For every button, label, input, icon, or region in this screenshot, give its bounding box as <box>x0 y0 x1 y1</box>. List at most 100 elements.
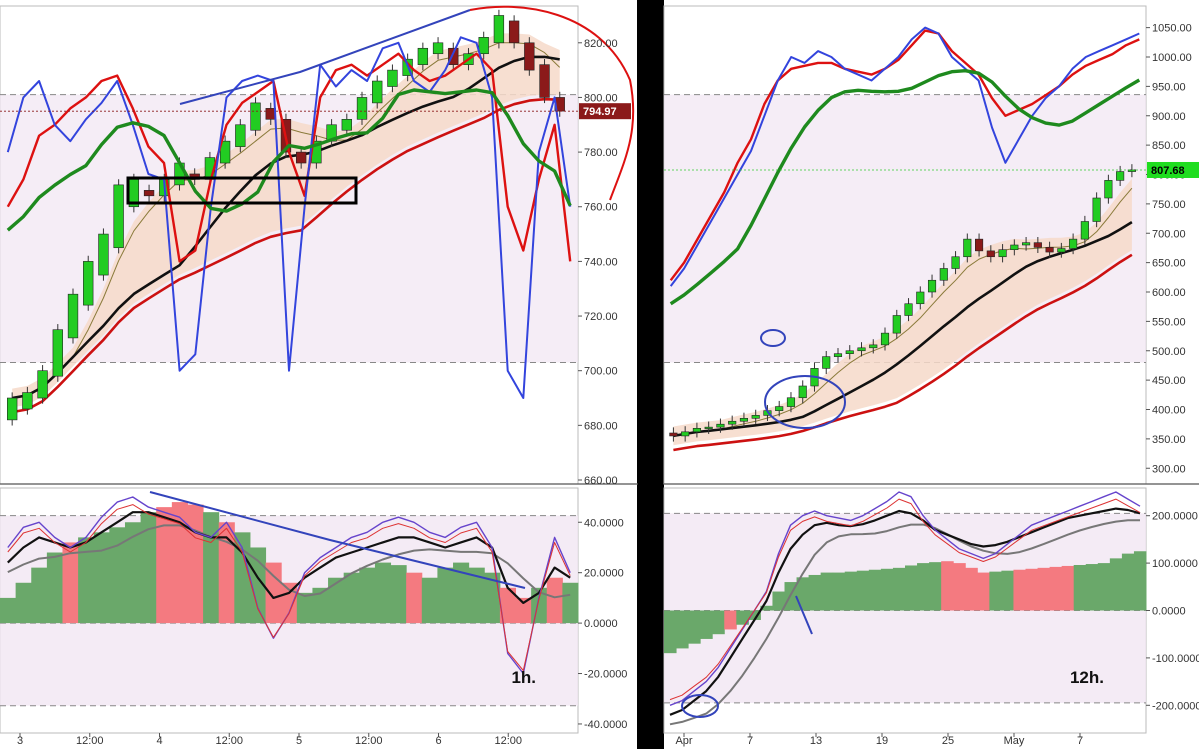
h12-histogram-bar <box>953 563 966 611</box>
h1-trendline-annotation <box>179 9 471 105</box>
h12-histogram-bar <box>736 610 749 625</box>
h12-candle <box>963 238 972 258</box>
h12-histogram-bar <box>1097 563 1111 611</box>
h12-candle <box>786 397 796 407</box>
h12-osc-y-tick-label: 0.0000 <box>1152 606 1186 618</box>
h12-histogram-bar <box>977 572 990 611</box>
h1-candle <box>7 397 18 421</box>
h1-histogram-bar <box>78 537 95 624</box>
h12-histogram-bar <box>1025 568 1039 611</box>
h1-histogram-bar <box>93 532 110 624</box>
h12-candle <box>751 415 760 419</box>
h1-candle <box>478 37 489 55</box>
h1-arrow-annotation <box>469 5 635 201</box>
h12-histogram-bar <box>880 568 894 611</box>
h1-candle <box>493 15 505 44</box>
h1-histogram-bar <box>62 542 79 624</box>
h12-price-y-tick-label: 850.00 <box>1152 140 1186 152</box>
h12-candle <box>716 423 725 428</box>
h12-histogram-bar <box>760 605 773 611</box>
h1-x-tick-label: 12:00 <box>215 735 243 747</box>
h12-zone-shading <box>664 94 1146 363</box>
h1-histogram-bar <box>328 577 345 624</box>
h1-histogram-bar <box>109 527 126 624</box>
h12-candle <box>1116 171 1125 181</box>
h12-candle <box>975 238 984 252</box>
h1-price-y-tick-label: 820.00 <box>584 38 618 50</box>
h12-histogram-bar <box>700 610 713 639</box>
h12-osc-y-tick-label: 200.0000 <box>1152 511 1198 523</box>
h12-histogram-bar <box>664 610 677 654</box>
h1-candle <box>524 42 535 71</box>
panel-divider <box>637 0 664 749</box>
h12-candle <box>775 406 784 411</box>
h1-histogram-bar <box>15 582 32 624</box>
h12-osc-tick-annotation <box>795 595 813 635</box>
h1-candle <box>372 80 383 104</box>
h1-support-box-annotation <box>126 176 358 205</box>
h12-ma-fast-line <box>673 187 1133 437</box>
h1-price-y-tick-label: 740.00 <box>584 256 618 268</box>
h12-price-y-tick-label: 750.00 <box>1152 199 1186 211</box>
h12-histogram-bar <box>1133 551 1147 611</box>
h12-last-price-tag <box>1147 161 1199 178</box>
h1-histogram-bar <box>515 597 532 624</box>
h1-histogram-bar <box>0 597 17 624</box>
h12-ma-mid-line <box>673 220 1133 438</box>
h1-price-y-tick-label: 680.00 <box>584 420 618 432</box>
h1-histogram-bar <box>296 592 313 624</box>
h12-x-tick-label: 7 <box>1077 735 1083 747</box>
h12-candle <box>739 418 749 422</box>
h12-x-tick-label: May <box>1004 735 1025 747</box>
h1-osc-fast-red-line <box>7 504 571 671</box>
h12-candle <box>728 420 737 425</box>
h12-candle <box>892 315 901 334</box>
h12-histogram-bar <box>892 567 906 611</box>
h1-price-y-tick-label: 700.00 <box>584 366 618 378</box>
h1-candle <box>52 329 63 377</box>
h1-osc-y-tick-label: 40.0000 <box>584 517 624 529</box>
h1-osc-signal-grey-line <box>7 524 571 599</box>
h12-candle <box>1080 221 1089 240</box>
h1-ma-band <box>12 33 560 408</box>
h1-osc-y-tick-label: -20.0000 <box>584 669 627 681</box>
h12-x-tick-label: 25 <box>942 735 954 747</box>
h1-price-y-tick-label: 660.00 <box>584 475 618 487</box>
h12-candle <box>927 279 937 293</box>
h1-candle <box>432 42 444 55</box>
h12-histogram-bar <box>772 591 785 611</box>
h12-histogram-bar <box>1073 564 1087 611</box>
h1-candle <box>235 124 246 147</box>
h1-candle <box>296 151 307 164</box>
h1-x-tick-label: 6 <box>435 735 441 747</box>
h12-osc-y-tick-label: -200.0000 <box>1152 700 1199 712</box>
h1-candle <box>67 293 79 339</box>
h1-osc-y-tick-label: 0.0000 <box>584 618 618 630</box>
h12-candle <box>1127 169 1136 172</box>
h12-candle <box>986 250 995 258</box>
h12-histogram-bar <box>941 561 954 611</box>
h1-candle <box>98 233 109 276</box>
h12-osc-y-tick-label: 100.0000 <box>1152 558 1198 570</box>
h1-histogram-bar <box>562 582 579 624</box>
h12-osc-fast-red-line <box>669 498 1141 701</box>
h12-osc-signal-grey-line <box>669 519 1140 726</box>
h1-histogram-bar <box>31 567 48 624</box>
h1-candle <box>83 261 94 306</box>
h12-price-y-tick-label: 950.00 <box>1152 81 1186 93</box>
axis-labels: 820.00 800.00 780.00 760.00 740.00 720.00 700.… <box>17 23 1199 747</box>
h12-osc-slow-line <box>669 507 1141 716</box>
h1-price-y-tick-label: 800.00 <box>584 92 618 104</box>
h1-candle <box>113 184 124 249</box>
h1-candle <box>508 20 520 44</box>
h12-histogram-bar <box>676 610 689 649</box>
h12-histogram-bar <box>712 610 725 635</box>
h12-price-y-tick-label: 550.00 <box>1152 316 1186 328</box>
h12-candle <box>704 426 713 429</box>
h1-histogram-bar <box>46 552 63 624</box>
h1-histogram-bar <box>140 512 157 624</box>
h12-price-y-tick-label: 450.00 <box>1152 375 1186 387</box>
h1-histogram-bar <box>343 572 360 624</box>
h12-candle <box>822 356 831 369</box>
